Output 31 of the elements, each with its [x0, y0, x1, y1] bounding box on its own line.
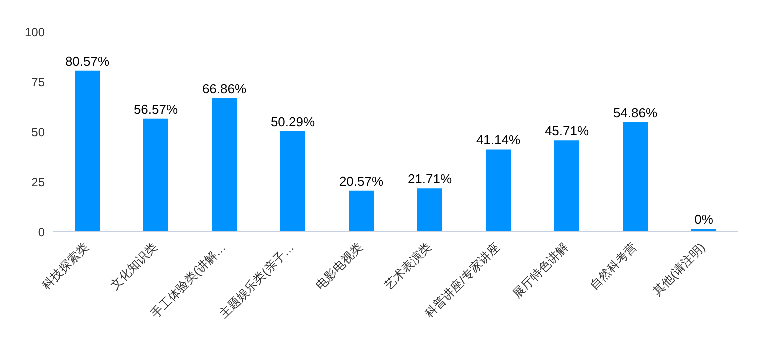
data-label: 45.71%	[544, 124, 590, 139]
y-tick-label: 0	[38, 225, 46, 240]
bar	[75, 70, 100, 232]
data-label: 20.57%	[339, 174, 384, 189]
data-label: 54.86%	[613, 105, 658, 120]
x-tick-label: 展厅特色讲解	[510, 240, 572, 302]
x-tick-label: 自然科考营	[587, 240, 640, 293]
y-tick-label: 75	[32, 75, 46, 90]
data-label: 80.57%	[65, 54, 110, 69]
x-tick-label: 文化知识类	[108, 240, 160, 293]
y-tick-label: 25	[32, 175, 46, 190]
x-tick-label: 其他(请注明)	[650, 240, 708, 298]
x-tick-label: 电影电视类	[313, 240, 366, 293]
data-label: 0%	[694, 212, 714, 227]
data-label: 50.29%	[270, 114, 316, 130]
bar	[349, 190, 374, 232]
data-label: 41.14%	[476, 132, 521, 148]
data-label: 56.57%	[134, 102, 178, 117]
x-tick-label: 科技探索类	[39, 240, 92, 293]
bar	[144, 118, 168, 232]
bar	[486, 150, 511, 232]
bar	[623, 122, 648, 232]
x-tick-label: 艺术表演类	[382, 240, 434, 293]
bar	[418, 188, 442, 232]
bar	[554, 140, 580, 232]
bar	[280, 131, 306, 232]
bar	[212, 98, 237, 232]
y-tick-label: 100	[24, 25, 46, 40]
y-tick-label: 50	[32, 125, 46, 140]
data-label: 66.86%	[202, 81, 247, 96]
data-label: 21.71%	[408, 172, 452, 187]
